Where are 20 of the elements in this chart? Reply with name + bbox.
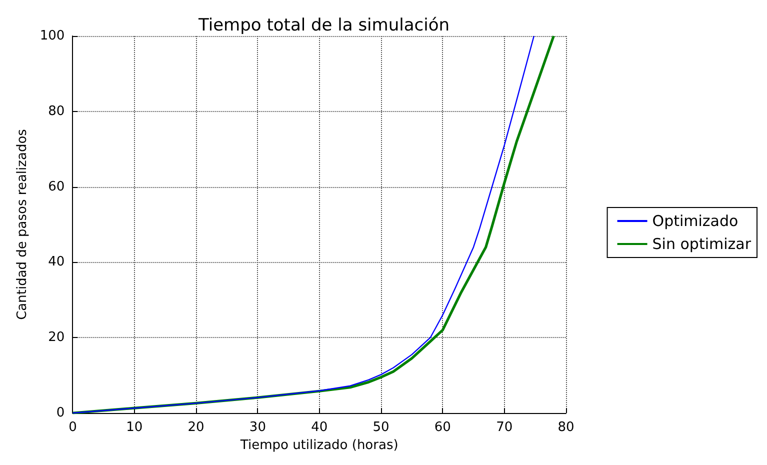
y-tick-label: 0	[56, 406, 65, 420]
x-tick-label: 60	[434, 420, 451, 435]
x-tick-label: 30	[249, 420, 266, 435]
y-tick-label: 100	[40, 28, 65, 44]
x-tick-label: 80	[558, 420, 574, 435]
x-tick-label: 10	[126, 420, 143, 435]
x-tick-label: 0	[68, 420, 77, 435]
y-tick-label: 20	[48, 330, 65, 346]
x-axis-title: Tiempo utilizado (horas)	[239, 438, 398, 453]
y-tick-label: 80	[48, 104, 65, 119]
legend-label: Optimizado	[652, 212, 738, 230]
x-tick-label: 70	[496, 420, 513, 435]
x-tick-label: 20	[188, 420, 204, 435]
x-tick-label: 40	[311, 420, 328, 435]
chart-title: Tiempo total de la simulación	[198, 16, 450, 36]
y-axis-title: Cantidad de pasos realizados	[15, 128, 30, 320]
legend-label: Sin optimizar	[652, 235, 752, 253]
x-tick-label: 50	[372, 420, 390, 435]
y-tick-label: 60	[48, 179, 65, 194]
y-tick-label: 40	[48, 254, 65, 270]
